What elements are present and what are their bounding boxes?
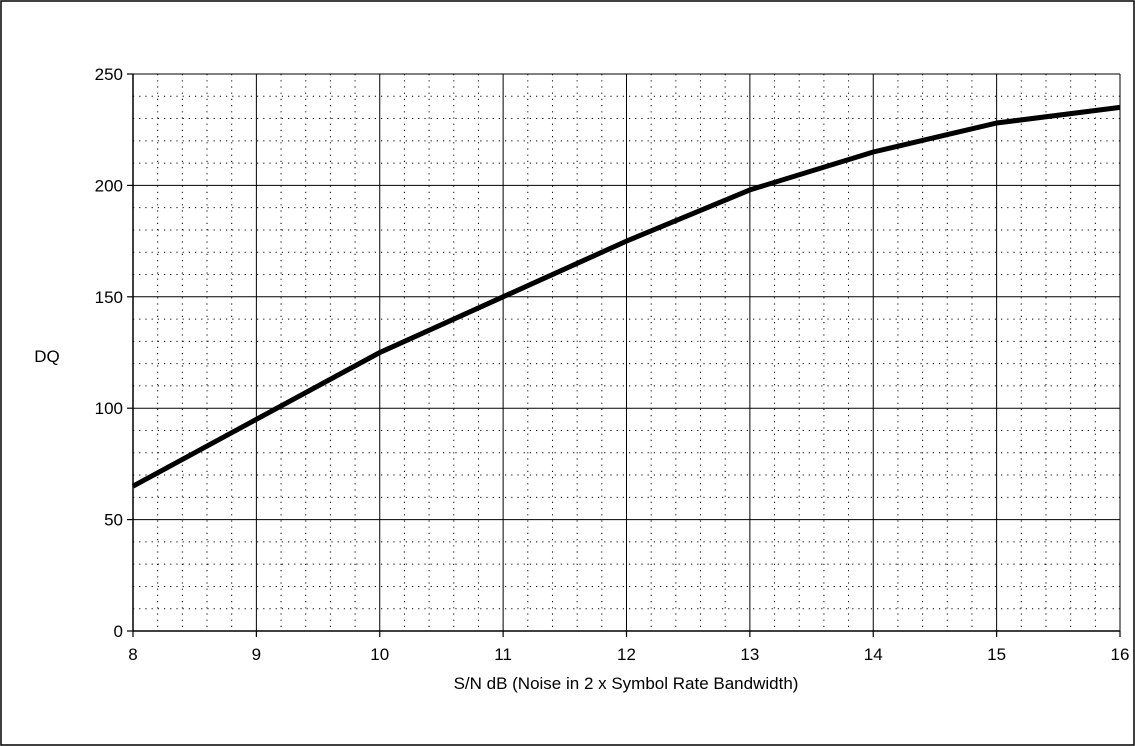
y-tick-label: 50 <box>104 511 123 530</box>
x-tick-label: 14 <box>864 645 883 664</box>
x-tick-label: 16 <box>1111 645 1130 664</box>
y-axis-title: DQ <box>34 347 60 366</box>
x-tick-label: 9 <box>252 645 261 664</box>
y-tick-label: 250 <box>95 65 123 84</box>
x-tick-label: 13 <box>740 645 759 664</box>
y-tick-label: 150 <box>95 288 123 307</box>
x-tick-label: 12 <box>617 645 636 664</box>
y-tick-label: 0 <box>114 622 123 641</box>
x-tick-label: 15 <box>987 645 1006 664</box>
x-tick-label: 10 <box>370 645 389 664</box>
y-tick-label: 100 <box>95 399 123 418</box>
x-axis-title: S/N dB (Noise in 2 x Symbol Rate Bandwid… <box>454 674 799 693</box>
x-tick-label: 11 <box>494 645 512 664</box>
y-tick-label: 200 <box>95 176 123 195</box>
x-tick-label: 8 <box>128 645 137 664</box>
